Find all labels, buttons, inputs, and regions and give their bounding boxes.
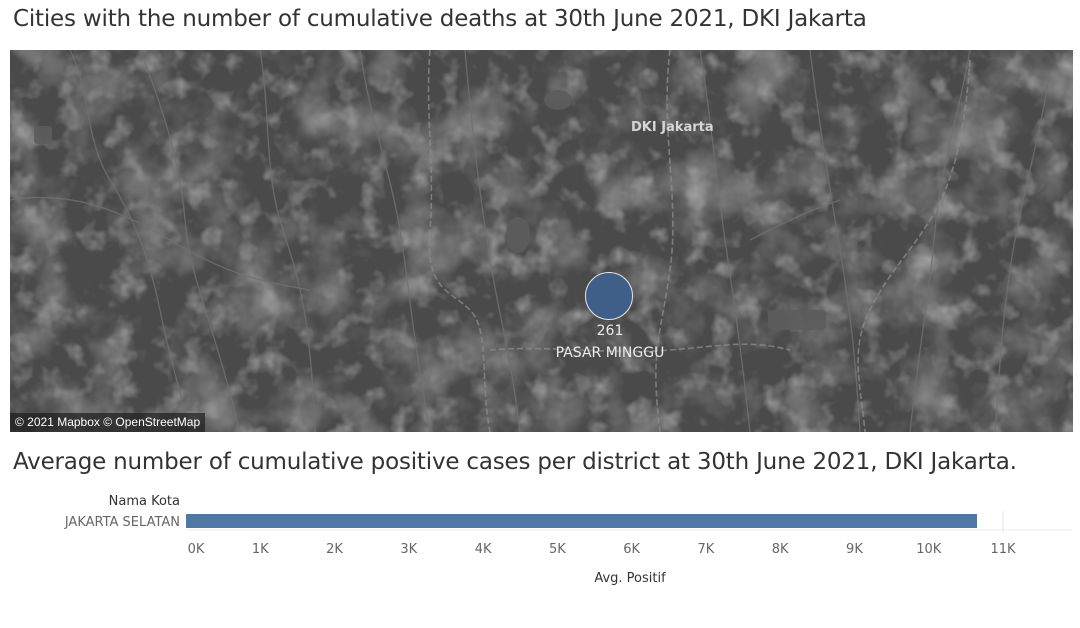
bar-chart-title: Average number of cumulative positive ca… bbox=[13, 449, 1017, 475]
category-label: JAKARTA SELATAN bbox=[64, 515, 180, 530]
map-terrain bbox=[10, 50, 1073, 432]
deaths-bubble-marker[interactable] bbox=[585, 272, 633, 320]
map-view[interactable]: DKI Jakarta 261 PASAR MINGGU © 2021 Mapb… bbox=[10, 50, 1073, 432]
map-region-label: DKI Jakarta bbox=[631, 120, 714, 135]
x-tick-label: 11K bbox=[990, 542, 1016, 557]
x-tick-label: 4K bbox=[475, 542, 492, 557]
map-title: Cities with the number of cumulative dea… bbox=[13, 6, 867, 32]
bar-chart: Nama Kota JAKARTA SELATAN 0K 1K 2K 3K 4K 5K 6K… bbox=[64, 494, 1073, 586]
category-header: Nama Kota bbox=[109, 494, 180, 509]
x-tick-label: 5K bbox=[549, 542, 566, 557]
x-tick-label: 6K bbox=[623, 542, 640, 557]
bar[interactable] bbox=[186, 514, 978, 528]
x-tick-label: 1K bbox=[252, 542, 269, 557]
x-tick-label: 0K bbox=[188, 542, 205, 557]
x-tick-label: 7K bbox=[698, 542, 715, 557]
x-tick-label: 9K bbox=[846, 542, 863, 557]
x-tick-label: 10K bbox=[916, 542, 942, 557]
x-tick-label: 8K bbox=[772, 542, 789, 557]
bubble-value-label: 261 bbox=[596, 323, 624, 339]
map-attribution[interactable]: © 2021 Mapbox © OpenStreetMap bbox=[10, 413, 206, 432]
x-tick-label: 3K bbox=[400, 542, 417, 557]
x-axis-label: Avg. Positif bbox=[594, 571, 666, 586]
bubble-city-label: PASAR MINGGU bbox=[555, 345, 665, 361]
x-tick-label: 2K bbox=[326, 542, 343, 557]
